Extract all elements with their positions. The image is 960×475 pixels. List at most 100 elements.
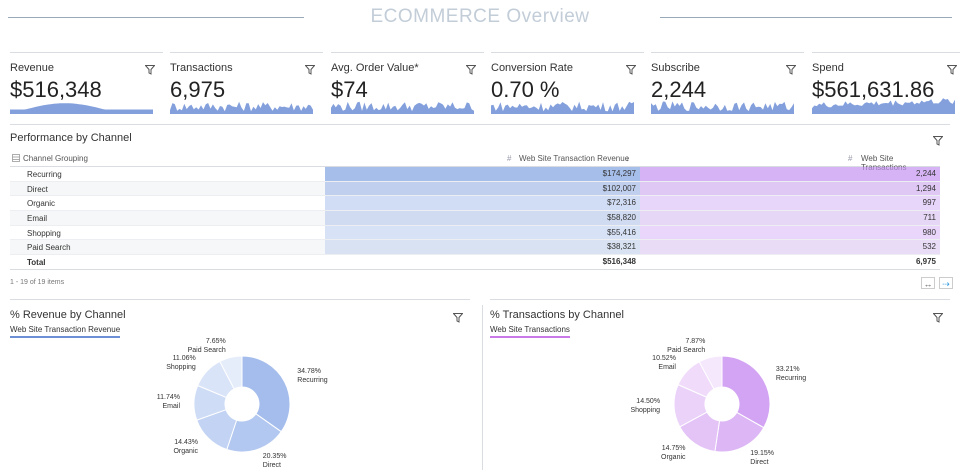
pie-slice-name: Recurring	[297, 377, 328, 385]
pagination-info: 1 - 19 of 19 items	[10, 279, 65, 286]
pie-slice-pct: 34.78%	[297, 368, 322, 376]
channel-name: Organic	[27, 199, 56, 209]
pie-slice-label: 33.21% Recurring	[776, 365, 806, 383]
pie-slice-name: Direct	[262, 462, 281, 469]
table-row[interactable]: Email $58,820 711	[10, 211, 940, 226]
pie-slice[interactable]	[677, 361, 715, 398]
measure-tab[interactable]: Web Site Transactions	[490, 325, 570, 338]
revenue-cell: $58,820	[325, 211, 640, 225]
kpi-title: Revenue	[10, 62, 55, 74]
pie-slice-pct: 14.50%	[636, 398, 661, 406]
performance-table: Channel Grouping # Web Site Transaction …	[10, 151, 940, 270]
kpi-sparkline	[331, 101, 474, 114]
pie-slice-label: 14.50% Shopping	[604, 397, 660, 415]
total-label: Total	[27, 258, 46, 268]
pie-slice-pct: 33.21%	[775, 365, 800, 373]
filter-icon[interactable]	[946, 62, 958, 80]
pie-slice[interactable]	[197, 360, 235, 399]
expand-columns-icon[interactable]: ↔	[921, 277, 935, 289]
kpi-sparkline	[812, 98, 955, 114]
pie-slice-pct: 14.43%	[174, 438, 198, 446]
filter-icon[interactable]	[144, 62, 156, 80]
filter-icon[interactable]	[452, 310, 464, 328]
channel-name: Paid Search	[27, 243, 71, 253]
kpi-card[interactable]: Subscribe 2,244	[651, 52, 804, 118]
filter-icon[interactable]	[304, 62, 316, 80]
pie-slice-label: 11.06% Shopping	[140, 354, 196, 372]
pie-slice-label: 14.43% Organic	[142, 438, 198, 456]
kpi-title: Conversion Rate	[491, 62, 573, 74]
revenue-cell: $174,297	[325, 167, 640, 181]
pie-slice[interactable]	[714, 411, 765, 453]
filter-icon[interactable]	[465, 62, 477, 80]
pie-slice[interactable]	[196, 409, 238, 451]
kpi-value: $74	[331, 77, 368, 102]
kpi-sparkline	[491, 101, 634, 114]
kpi-card[interactable]: Spend $561,631.86	[812, 52, 960, 118]
kpi-title: Subscribe	[651, 62, 700, 74]
fit-columns-icon[interactable]: ⇢	[939, 277, 953, 289]
pie-slice-label: 14.75% Organic	[630, 444, 686, 462]
kpi-card[interactable]: Conversion Rate 0.70 %	[491, 52, 644, 118]
transactions-cell: 2,244	[640, 167, 940, 181]
kpi-value: 6,975	[170, 77, 226, 102]
title-divider-right	[660, 17, 952, 18]
table-row[interactable]: Shopping $55,416 980	[10, 225, 940, 241]
kpi-value: 2,244	[651, 77, 707, 102]
pie-slice-label: 7.87% Paid Search	[649, 337, 705, 355]
pie-slice-name: Email	[658, 364, 676, 372]
kpi-value: 0.70 %	[491, 77, 560, 102]
transactions-cell: 997	[640, 196, 940, 211]
measure-icon: #	[848, 154, 853, 163]
pie-slice-label: 19.15% Direct	[750, 449, 774, 467]
revenue-cell: $55,416	[325, 225, 640, 240]
table-header: Channel Grouping # Web Site Transaction …	[10, 151, 940, 172]
filter-icon[interactable]	[625, 62, 637, 80]
pie-slice-pct: 11.06%	[172, 355, 196, 363]
pie-divider-left	[10, 299, 470, 300]
pie-title: % Transactions by Channel	[490, 309, 624, 321]
channel-name: Recurring	[27, 170, 62, 179]
kpi-sparkline	[170, 101, 313, 114]
kpi-card[interactable]: Revenue $516,348	[10, 52, 163, 118]
kpi-card[interactable]: Transactions 6,975	[170, 52, 323, 118]
kpi-sparkline	[651, 101, 794, 114]
pie-slice-name: Shopping	[166, 364, 196, 372]
pie-slice-name: Organic	[173, 447, 198, 455]
pie-slice[interactable]	[679, 411, 721, 453]
pie-slice[interactable]	[241, 355, 291, 433]
pie-slice-name: Direct	[750, 458, 769, 466]
pie-slice-name: Organic	[661, 454, 686, 462]
pie-slice-pct: 10.52%	[652, 355, 676, 363]
transactions-cell: 1,294	[640, 181, 940, 196]
table-row[interactable]: Recurring $174,297 2,244	[10, 167, 940, 182]
column-header-revenue[interactable]: Web Site Transaction Revenue	[519, 154, 630, 163]
pie-slice-name: Email	[162, 403, 181, 411]
page-title: ECOMMERCE Overview	[370, 6, 590, 27]
revenue-cell: $38,321	[325, 240, 640, 255]
pie-slice-name: Paid Search	[667, 346, 706, 354]
table-row[interactable]: Direct $102,007 1,294	[10, 181, 940, 197]
table-row[interactable]: Organic $72,316 997	[10, 196, 940, 212]
pie-slice[interactable]	[698, 355, 723, 390]
filter-icon[interactable]	[932, 310, 944, 328]
pie-slice-pct: 11.74%	[156, 394, 181, 402]
pie-slice[interactable]	[193, 384, 227, 421]
measure-tab[interactable]: Web Site Transaction Revenue	[10, 325, 121, 338]
pie-slice-name: Recurring	[775, 374, 807, 382]
pie-slice[interactable]	[226, 413, 282, 453]
pie-slice-pct: 20.35%	[262, 453, 287, 460]
filter-icon[interactable]	[932, 133, 944, 151]
kpi-card[interactable]: Avg. Order Value* $74	[331, 52, 484, 118]
pie-slice[interactable]	[673, 383, 708, 428]
pie-slice[interactable]	[721, 355, 771, 429]
channel-name: Direct	[27, 184, 48, 194]
pie-slice-label: 20.35% Direct	[263, 452, 287, 470]
table-row[interactable]: Paid Search $38,321 532	[10, 240, 940, 256]
sort-down-icon[interactable]: ↓	[625, 154, 629, 163]
filter-icon[interactable]	[785, 62, 797, 80]
table-body: Recurring $174,297 2,244 Direct $102,007 1,29…	[10, 167, 940, 270]
pie-slice[interactable]	[219, 355, 243, 390]
transactions-cell: 980	[640, 225, 940, 240]
column-header-grouping[interactable]: Channel Grouping	[23, 154, 88, 163]
